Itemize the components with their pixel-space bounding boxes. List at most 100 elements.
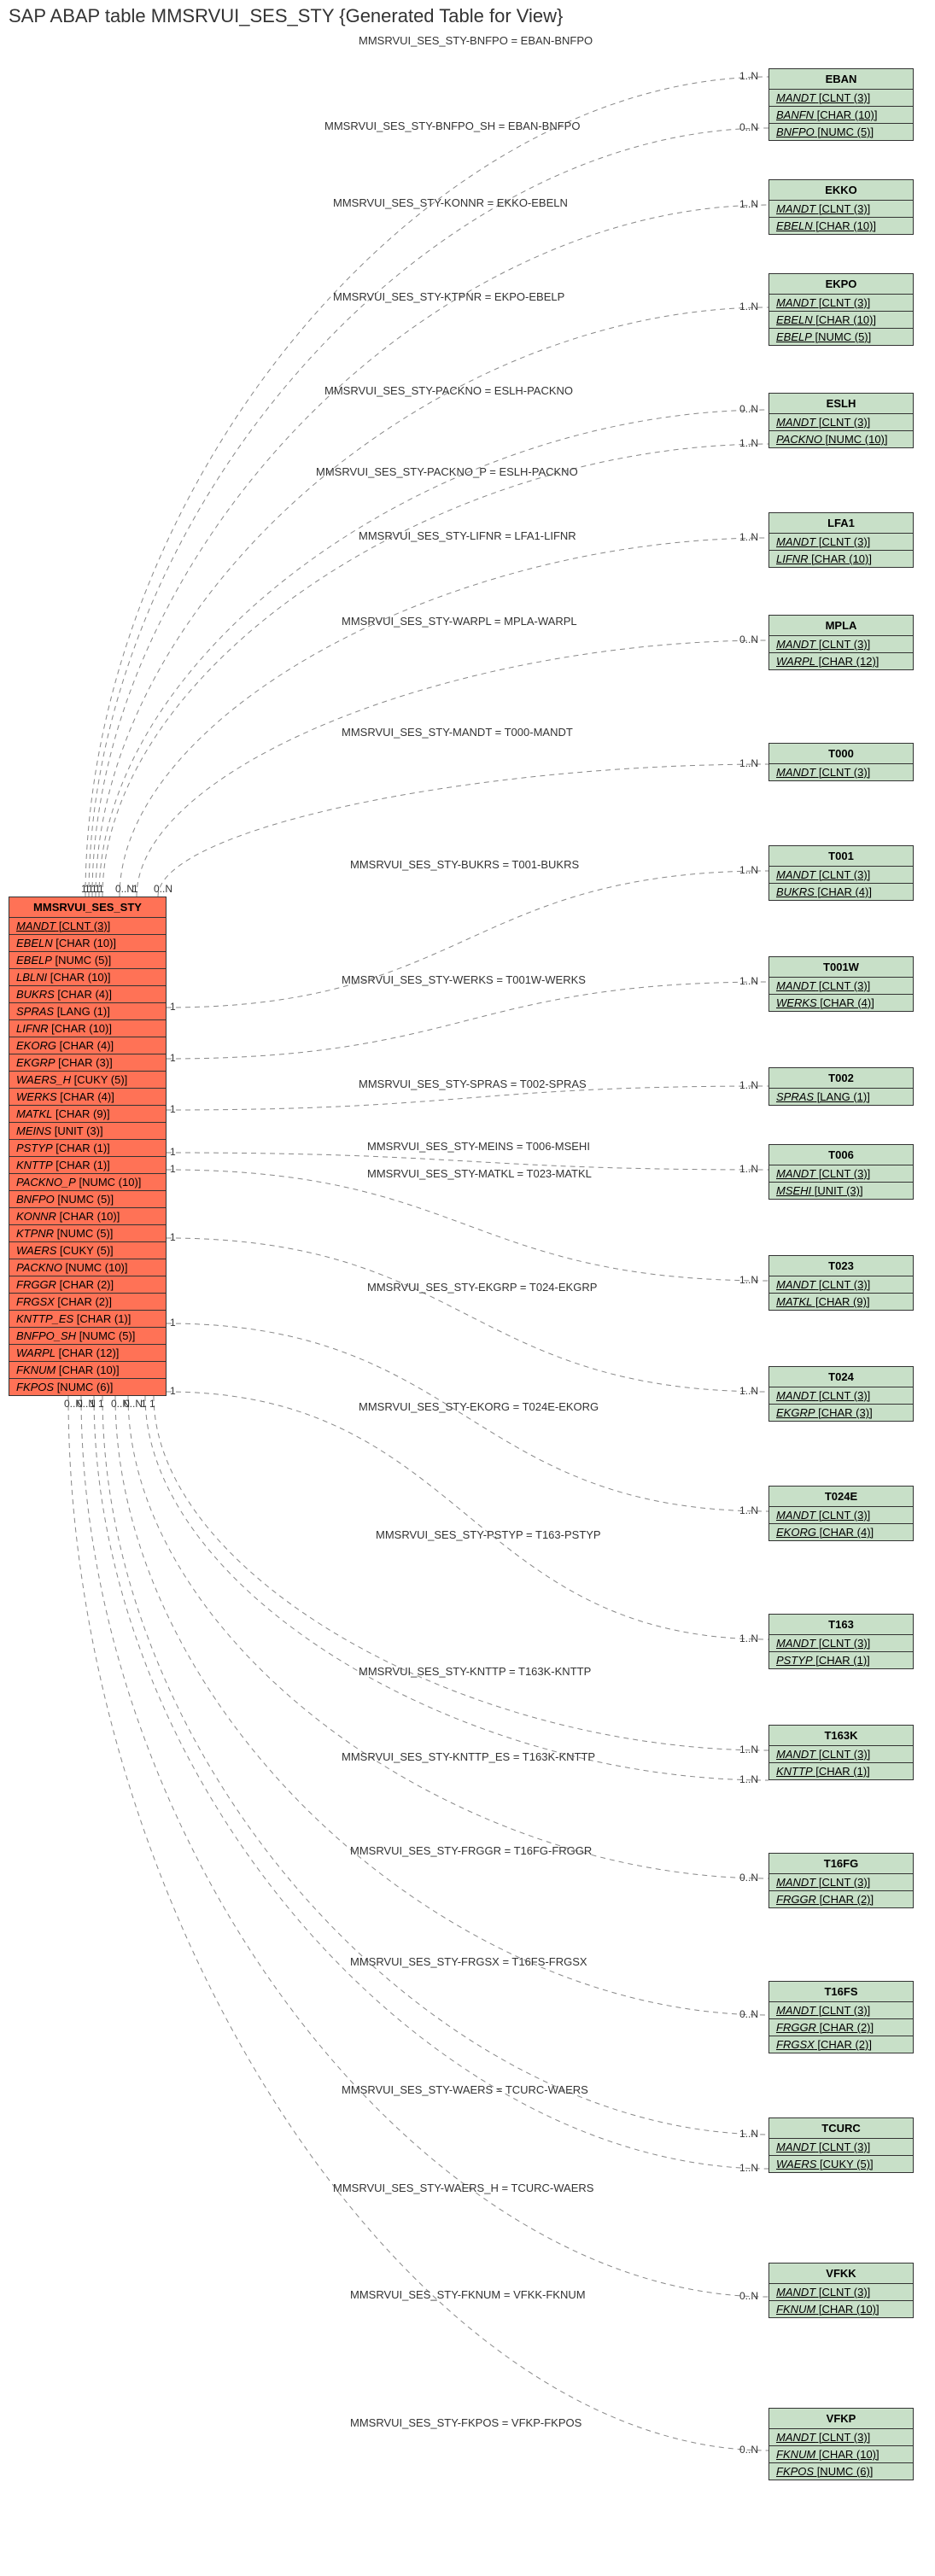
cardinality-label: 1 [170, 1385, 176, 1397]
field-row: MANDT [CLNT (3)] [769, 2002, 913, 2019]
entity-header: T16FG [769, 1854, 913, 1874]
field-row: LBLNI [CHAR (10)] [9, 969, 166, 986]
field-row: FRGGR [CHAR (2)] [769, 1891, 913, 1907]
cardinality-label: 0..N [64, 1398, 83, 1410]
field-row: MANDT [CLNT (3)] [769, 90, 913, 107]
field-row: WAERS_H [CUKY (5)] [9, 1072, 166, 1089]
cardinality-label: 1..N [739, 1274, 758, 1286]
entity-t000: T000MANDT [CLNT (3)] [768, 743, 914, 781]
entity-header: VFKP [769, 2409, 913, 2429]
entity-t001w: T001WMANDT [CLNT (3)]WERKS [CHAR (4)] [768, 956, 914, 1012]
entity-header: MPLA [769, 616, 913, 636]
cardinality-label: 1 [132, 883, 138, 895]
field-row: FRGSX [CHAR (2)] [9, 1294, 166, 1311]
cardinality-label: 1..N [739, 975, 758, 987]
entity-t024e: T024EMANDT [CLNT (3)]EKORG [CHAR (4)] [768, 1486, 914, 1541]
edge-label: MMSRVUI_SES_STY-MEINS = T006-MSEHI [367, 1140, 590, 1153]
entity-lfa1: LFA1MANDT [CLNT (3)]LIFNR [CHAR (10)] [768, 512, 914, 568]
cardinality-label: 1..N [739, 757, 758, 769]
edge-label: MMSRVUI_SES_STY-BUKRS = T001-BUKRS [350, 858, 579, 871]
field-row: MATKL [CHAR (9)] [769, 1294, 913, 1310]
entity-t002: T002SPRAS [LANG (1)] [768, 1067, 914, 1106]
cardinality-label: 1..N [739, 2128, 758, 2140]
edge-label: MMSRVUI_SES_STY-PSTYP = T163-PSTYP [376, 1528, 601, 1541]
cardinality-label: 1 [170, 1146, 176, 1158]
edge-label: MMSRVUI_SES_STY-FRGGR = T16FG-FRGGR [350, 1844, 592, 1857]
field-row: MANDT [CLNT (3)] [769, 1507, 913, 1524]
cardinality-label: 1..N [739, 1385, 758, 1397]
field-row: EKORG [CHAR (4)] [769, 1524, 913, 1540]
field-row: MANDT [CLNT (3)] [769, 295, 913, 312]
field-row: KNTTP [CHAR (1)] [769, 1763, 913, 1779]
field-row: WERKS [CHAR (4)] [9, 1089, 166, 1106]
edge-label: MMSRVUI_SES_STY-KONNR = EKKO-EBELN [333, 196, 568, 209]
field-row: BNFPO [NUMC (5)] [769, 124, 913, 140]
field-row: MANDT [CLNT (3)] [769, 764, 913, 780]
entity-header: ESLH [769, 394, 913, 414]
edge-label: MMSRVUI_SES_STY-FKNUM = VFKK-FKNUM [350, 2288, 586, 2301]
field-row: MEINS [UNIT (3)] [9, 1123, 166, 1140]
field-row: FRGGR [CHAR (2)] [9, 1276, 166, 1294]
field-row: MANDT [CLNT (3)] [769, 2429, 913, 2446]
edge-label: MMSRVUI_SES_STY-MANDT = T000-MANDT [342, 726, 573, 739]
cardinality-label: 0..N [739, 2444, 758, 2456]
entity-t001: T001MANDT [CLNT (3)]BUKRS [CHAR (4)] [768, 845, 914, 901]
field-row: MANDT [CLNT (3)] [769, 636, 913, 653]
cardinality-label: 1..N [739, 531, 758, 543]
cardinality-label: 1 [98, 1398, 104, 1410]
field-row: MANDT [CLNT (3)] [769, 2139, 913, 2156]
field-row: FRGGR [CHAR (2)] [769, 2019, 913, 2036]
entity-header: T163 [769, 1615, 913, 1635]
edge-label: MMSRVUI_SES_STY-BNFPO_SH = EBAN-BNFPO [324, 120, 580, 132]
entity-header: T001W [769, 957, 913, 978]
field-row: MANDT [CLNT (3)] [769, 1276, 913, 1294]
edge-label: MMSRVUI_SES_STY-KNTTP = T163K-KNTTP [359, 1665, 591, 1678]
field-row: WAERS [CUKY (5)] [769, 2156, 913, 2172]
field-row: MANDT [CLNT (3)] [769, 2284, 913, 2301]
field-row: EKGRP [CHAR (3)] [769, 1405, 913, 1421]
field-row: MANDT [CLNT (3)] [769, 201, 913, 218]
field-row: MATKL [CHAR (9)] [9, 1106, 166, 1123]
field-row: PSTYP [CHAR (1)] [9, 1140, 166, 1157]
edge-label: MMSRVUI_SES_STY-LIFNR = LFA1-LIFNR [359, 529, 576, 542]
entity-header: EBAN [769, 69, 913, 90]
entity-header: T006 [769, 1145, 913, 1165]
edge-label: MMSRVUI_SES_STY-FKPOS = VFKP-FKPOS [350, 2416, 581, 2429]
field-row: BUKRS [CHAR (4)] [9, 986, 166, 1003]
cardinality-label: 1..N [739, 301, 758, 313]
entity-ekpo: EKPOMANDT [CLNT (3)]EBELN [CHAR (10)]EBE… [768, 273, 914, 346]
entity-vfkp: VFKPMANDT [CLNT (3)]FKNUM [CHAR (10)]FKP… [768, 2408, 914, 2480]
cardinality-label: 0..N [154, 883, 172, 895]
field-row: MANDT [CLNT (3)] [769, 1874, 913, 1891]
cardinality-label: 1..N [739, 198, 758, 210]
field-row: LIFNR [CHAR (10)] [9, 1020, 166, 1037]
field-row: EBELP [NUMC (5)] [769, 329, 913, 345]
field-row: EBELN [CHAR (10)] [769, 218, 913, 234]
cardinality-label: 1..N [739, 1773, 758, 1785]
entity-header: EKPO [769, 274, 913, 295]
entity-mmsrvui_ses_sty: MMSRVUI_SES_STYMANDT [CLNT (3)]EBELN [CH… [9, 897, 167, 1396]
edge-label: MMSRVUI_SES_STY-BNFPO = EBAN-BNFPO [359, 34, 593, 47]
entity-header: T001 [769, 846, 913, 867]
cardinality-label: 1 [170, 1317, 176, 1329]
field-row: MANDT [CLNT (3)] [9, 918, 166, 935]
entity-t006: T006MANDT [CLNT (3)]MSEHI [UNIT (3)] [768, 1144, 914, 1200]
field-row: MANDT [CLNT (3)] [769, 1635, 913, 1652]
entity-header: LFA1 [769, 513, 913, 534]
edge-label: MMSRVUI_SES_STY-WAERS = TCURC-WAERS [342, 2083, 588, 2096]
cardinality-label: 1..N [739, 864, 758, 876]
cardinality-label: 0..N [739, 1872, 758, 1884]
cardinality-label: 1 [170, 1103, 176, 1115]
entity-header: T000 [769, 744, 913, 764]
field-row: FKNUM [CHAR (10)] [769, 2301, 913, 2317]
edge-label: MMSRVUI_SES_STY-PACKNO = ESLH-PACKNO [324, 384, 573, 397]
entity-eban: EBANMANDT [CLNT (3)]BANFN [CHAR (10)]BNF… [768, 68, 914, 141]
page-title: SAP ABAP table MMSRVUI_SES_STY {Generate… [9, 5, 563, 27]
entity-t163k: T163KMANDT [CLNT (3)]KNTTP [CHAR (1)] [768, 1725, 914, 1780]
field-row: KTPNR [NUMC (5)] [9, 1225, 166, 1242]
field-row: MSEHI [UNIT (3)] [769, 1183, 913, 1199]
cardinality-label: 1..N [739, 1633, 758, 1644]
entity-t023: T023MANDT [CLNT (3)]MATKL [CHAR (9)] [768, 1255, 914, 1311]
cardinality-label: 1 [149, 1398, 155, 1410]
field-row: PACKNO [NUMC (10)] [769, 431, 913, 447]
